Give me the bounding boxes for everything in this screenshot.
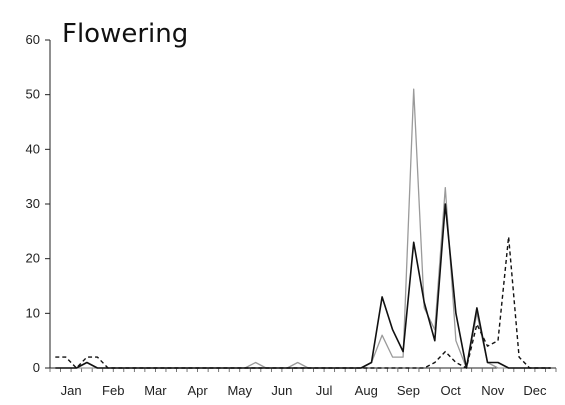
y-axis-ticks: 0 10 20 30 40 50 60 [26, 32, 50, 375]
x-tick-label-feb: Feb [102, 383, 124, 398]
x-tick-label-jan: Jan [61, 383, 82, 398]
y-tick-label: 30 [26, 196, 40, 211]
x-tick-label-jul: Jul [316, 383, 333, 398]
x-tick-label-apr: Apr [187, 383, 208, 398]
x-axis-ticks: Jan Feb Mar Apr May Jun Jul Aug Sep Oct Nov Dec [49, 368, 557, 398]
x-tick-label-dec: Dec [523, 383, 547, 398]
y-tick-label: 10 [26, 305, 40, 320]
x-tick-label-mar: Mar [144, 383, 167, 398]
y-tick-label: 0 [33, 360, 40, 375]
x-tick-label-sep: Sep [397, 383, 420, 398]
y-tick-label: 60 [26, 32, 40, 47]
x-tick-label-jun: Jun [271, 383, 292, 398]
x-tick-label-may: May [227, 383, 252, 398]
series-line-3 [55, 236, 551, 369]
y-tick-label: 50 [26, 87, 40, 102]
series-line-1 [55, 203, 551, 369]
chart-title: Flowering [62, 19, 188, 49]
x-tick-label-oct: Oct [440, 383, 461, 398]
y-tick-label: 20 [26, 251, 40, 266]
series-layer [55, 88, 551, 369]
x-tick-label-nov: Nov [481, 383, 505, 398]
y-tick-label: 40 [26, 141, 40, 156]
x-tick-label-aug: Aug [355, 383, 378, 398]
